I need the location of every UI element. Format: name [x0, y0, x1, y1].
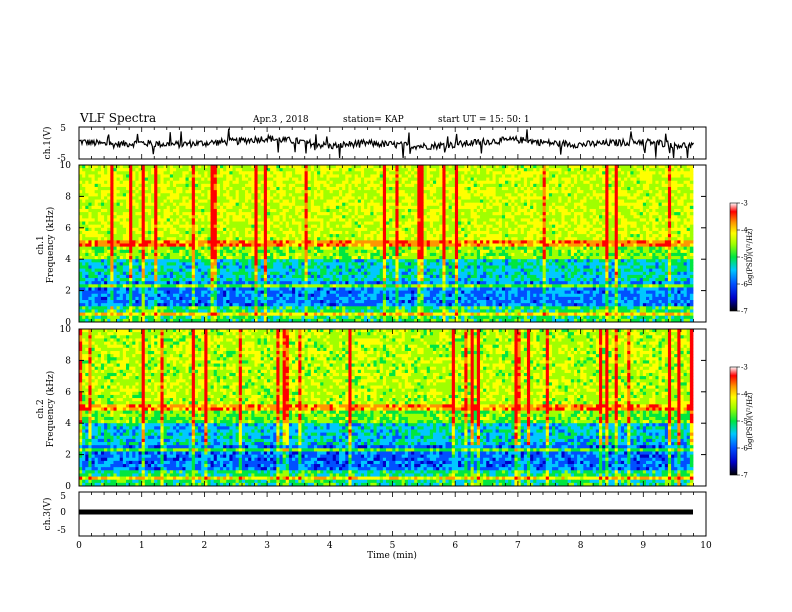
x-tick-label: 0	[76, 541, 82, 551]
ch1-colorbar: -3 -4 -5 -6 -7 log(PSD)(V²/Hz)	[729, 200, 754, 316]
x-tick-labels: 0 1 2 3 4 5 6 7 8 9 10	[76, 541, 712, 551]
freq-tick-label: 2	[65, 287, 71, 297]
ch2-channel-label: ch.2	[36, 399, 46, 418]
x-tick-label: 1	[139, 541, 145, 551]
x-tick-label: 10	[700, 541, 712, 551]
ch3-ytick-top: 5	[60, 492, 66, 502]
freq-tick-label: 10	[60, 161, 72, 171]
x-axis-label: Time (min)	[367, 550, 417, 561]
ch3-ylabel: ch.3(V)	[42, 498, 53, 531]
x-tick-label: 4	[327, 541, 333, 551]
ch3-waveform-panel: 5 0 -5 ch.3(V)	[42, 491, 707, 537]
colorbar-tick-label: -6	[741, 281, 748, 289]
figure-title: VLF Spectra	[79, 111, 156, 125]
ch1-spectrogram-panel: 0 2 4 6 8 10 ch.1 Frequency (kHz)	[36, 161, 707, 328]
ch2-colorbar-label: log(PSD)(V²/Hz)	[746, 392, 754, 449]
ch2-spectrogram-panel: 0 2 4 6 8 10 ch.2 Frequency (kHz)	[36, 325, 707, 492]
ch2-freq-ylabel: Frequency (kHz)	[45, 371, 56, 448]
freq-tick-label: 0	[65, 482, 71, 492]
colorbar-tick-label: -5	[741, 254, 748, 262]
freq-tick-label: 4	[65, 419, 71, 429]
colorbar-tick-label: -3	[741, 200, 748, 208]
freq-tick-label: 10	[60, 325, 72, 335]
ch1-waveform-panel: 5 -5 ch.1(V)	[42, 124, 707, 164]
freq-tick-label: 8	[65, 192, 71, 202]
x-tick-label: 8	[578, 541, 584, 551]
freq-tick-label: 6	[65, 388, 71, 398]
x-tick-label: 2	[202, 541, 208, 551]
colorbar-tick-label: -7	[741, 308, 748, 316]
ch1-ylabel: ch.1(V)	[42, 127, 53, 160]
ch2-colorbar: -3 -4 -5 -6 -7 log(PSD)(V²/Hz)	[729, 364, 754, 480]
ch1-ytick-top: 5	[60, 124, 66, 134]
x-tick-label: 3	[264, 541, 270, 551]
freq-tick-label: 8	[65, 356, 71, 366]
x-tick-label: 7	[515, 541, 521, 551]
station-label: station= KAP	[343, 115, 404, 125]
ch3-ytick-bottom: -5	[57, 526, 66, 536]
ch1-channel-label: ch.1	[36, 235, 46, 254]
ch3-ytick-mid: 0	[60, 508, 66, 518]
x-tick-label: 9	[640, 541, 646, 551]
ch1-colorbar-label: log(PSD)(V²/Hz)	[746, 228, 754, 285]
start-time-label: start UT = 15: 50: 1	[438, 115, 530, 125]
colorbar-tick-label: -5	[741, 418, 748, 426]
ch1-spectrogram-image	[79, 165, 694, 323]
colorbar-tick-label: -6	[741, 445, 748, 453]
colorbar-tick-label: -4	[741, 391, 748, 399]
freq-tick-label: 2	[65, 451, 71, 461]
colorbar-tick-label: -3	[741, 364, 748, 372]
ch1-waveform-line	[78, 128, 695, 159]
freq-tick-label: 6	[65, 224, 71, 234]
freq-tick-label: 4	[65, 255, 71, 265]
x-tick-label: 5	[390, 541, 396, 551]
ch2-spectrogram-image	[79, 329, 694, 487]
ch1-ytick-bottom: -5	[57, 154, 66, 164]
x-tick-label: 6	[452, 541, 458, 551]
colorbar-tick-label: -7	[741, 472, 748, 480]
freq-tick-label: 0	[65, 318, 71, 328]
date-label: Apr.3 , 2018	[252, 115, 309, 125]
colorbar-tick-label: -4	[741, 227, 748, 235]
x-tick-marks	[78, 127, 707, 536]
ch1-freq-ylabel: Frequency (kHz)	[45, 207, 56, 284]
